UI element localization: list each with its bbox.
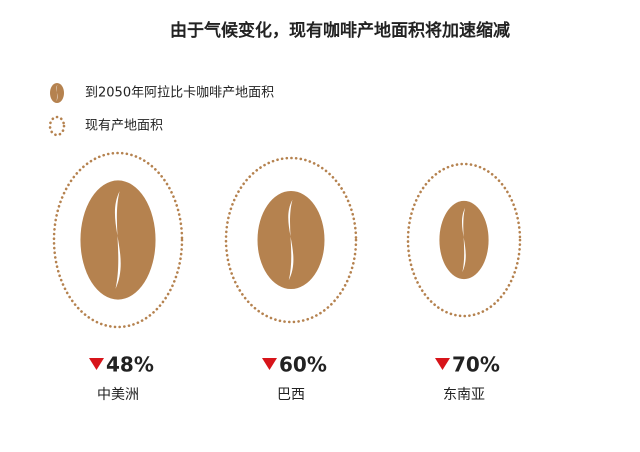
bean-crease (461, 207, 466, 273)
legend-label: 到2050年阿拉比卡咖啡产地面积 (85, 86, 274, 101)
bean-crease (56, 84, 58, 102)
down-arrow (435, 358, 450, 370)
value-label: 48% (106, 353, 154, 377)
chart-title: 由于气候变化，现有咖啡产地面积将加速缩减 (170, 20, 510, 41)
down-arrow (262, 358, 277, 370)
value-label: 60% (279, 353, 327, 377)
down-arrow (89, 358, 104, 370)
category-label: 中美洲 (97, 387, 139, 403)
area-outline (224, 156, 358, 324)
area-outline (52, 151, 184, 329)
bean-crease (114, 191, 121, 289)
area-outline (48, 115, 66, 137)
legend-label: 现有产地面积 (85, 119, 163, 134)
bean-crease (288, 199, 294, 281)
category-label: 巴西 (277, 387, 305, 403)
category-label: 东南亚 (443, 387, 485, 403)
area-outline (406, 162, 522, 318)
value-label: 70% (452, 353, 500, 377)
